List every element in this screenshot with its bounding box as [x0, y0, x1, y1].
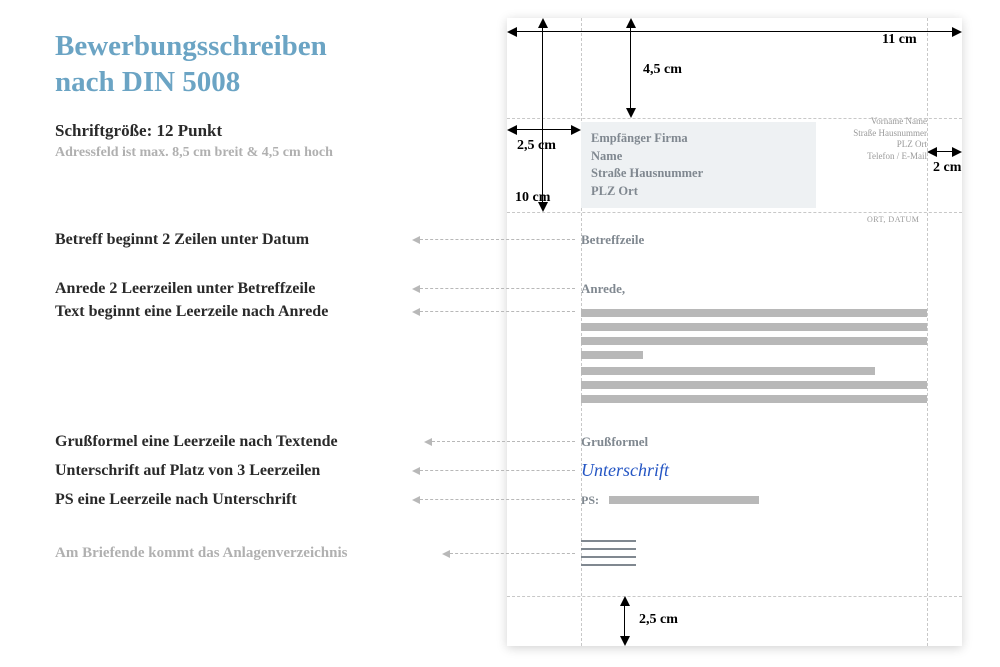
annotation-salutation: Anrede 2 Leerzeilen unter Betreffzeile — [55, 280, 315, 298]
dim-top-margin — [626, 18, 636, 118]
signature-label: Unterschrift — [581, 460, 669, 481]
annotation-subject: Betreff beginnt 2 Zeilen unter Datum — [55, 231, 309, 249]
subject-line-label: Betreffzeile — [581, 232, 644, 248]
salutation-label: Anrede, — [581, 281, 625, 297]
addr-city: PLZ Ort — [591, 183, 806, 201]
text-placeholder-bar — [581, 381, 927, 389]
dim-bottom-margin-label: 2,5 cm — [639, 612, 678, 628]
title-line2: nach DIN 5008 — [55, 66, 240, 98]
annotation-ps: PS eine Leerzeile nach Unterschrift — [55, 491, 297, 509]
font-size-note: Schriftgröße: 12 Punkt — [55, 121, 455, 141]
sender-city: PLZ Ort — [817, 139, 927, 151]
place-date-label: ORT, DATUM — [867, 215, 919, 224]
annotation-signature: Unterschrift auf Platz von 3 Leerzeilen — [55, 462, 320, 480]
sender-address-box: Vorname Name Straße Hausnummer PLZ Ort T… — [817, 116, 927, 163]
text-placeholder-bar — [581, 337, 927, 345]
annotation-attachments: Am Briefende kommt das Anlagenverzeichni… — [55, 545, 347, 562]
recipient-address-box: Empfänger Firma Name Straße Hausnummer P… — [581, 122, 816, 208]
sender-street: Straße Hausnummer — [817, 128, 927, 140]
dim-top-margin-label: 4,5 cm — [643, 62, 682, 78]
ps-label: PS: — [581, 493, 599, 508]
text-placeholder-bar — [581, 351, 643, 359]
attachment-line — [581, 556, 636, 558]
text-placeholder-bar — [581, 367, 875, 375]
sender-name: Vorname Name — [817, 116, 927, 128]
ps-placeholder-bar — [609, 496, 759, 504]
closing-label: Grußformel — [581, 434, 648, 450]
dim-top-width-label: 11 cm — [882, 32, 917, 48]
dim-addr-height-label: 10 cm — [515, 190, 550, 206]
address-field-note: Adressfeld ist max. 8,5 cm breit & 4,5 c… — [55, 145, 455, 161]
dim-right-margin — [927, 147, 962, 157]
sender-contact: Telefon / E-Mail — [817, 151, 927, 163]
addr-company: Empfänger Firma — [591, 130, 806, 148]
attachment-line — [581, 540, 636, 542]
dim-bottom-margin — [620, 596, 630, 646]
text-placeholder-bar — [581, 309, 927, 317]
text-placeholder-bar — [581, 395, 927, 403]
addr-street: Straße Hausnummer — [591, 165, 806, 183]
attachment-line — [581, 564, 636, 566]
letter-page — [507, 18, 962, 646]
text-placeholder-bar — [581, 323, 927, 331]
guide-addr-bottom — [507, 212, 962, 213]
guide-left-margin — [581, 18, 582, 646]
addr-name: Name — [591, 148, 806, 166]
annotation-closing: Grußformel eine Leerzeile nach Textende — [55, 433, 338, 451]
guide-right-margin — [927, 18, 928, 646]
attachment-line — [581, 548, 636, 550]
annotation-text-start: Text beginnt eine Leerzeile nach Anrede — [55, 303, 328, 321]
guide-bottom-margin — [507, 596, 962, 597]
dim-right-margin-label: 2 cm — [933, 160, 961, 176]
title-line1: Bewerbungsschreiben — [55, 30, 327, 62]
title: Bewerbungsschreiben nach DIN 5008 — [55, 28, 455, 101]
dim-addr-height — [538, 18, 548, 212]
dim-left-margin-label: 2,5 cm — [517, 138, 556, 154]
